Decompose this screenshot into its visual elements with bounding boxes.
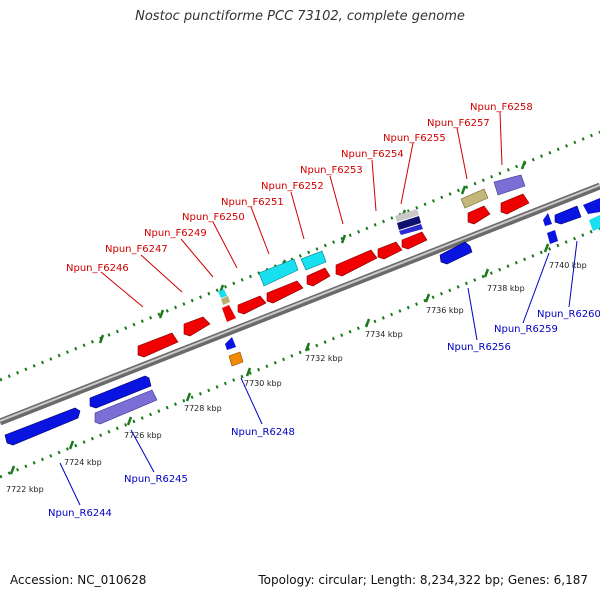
gene-arrow-F6253[interactable] [306, 267, 331, 287]
gene-label[interactable]: Npun_R6260 [537, 309, 600, 320]
tick-label: 7724 kbp [64, 458, 102, 467]
tick-label: 7736 kbp [426, 306, 464, 315]
reverse-gene-labels: Npun_R6244 Npun_R6245 Npun_R6248 Npun_R6… [48, 309, 600, 519]
tick-labels: 7722 kbp 7724 kbp 7726 kbp 7728 kbp 7730… [6, 261, 587, 494]
gene-label[interactable]: Npun_R6244 [48, 508, 112, 519]
accession-text: Accession: NC_010628 [10, 573, 147, 587]
gene-arrow-F6255b[interactable] [401, 231, 428, 250]
gene-arrow-F6246[interactable] [137, 332, 179, 358]
gene-label[interactable]: Npun_R6256 [447, 342, 511, 353]
gene-label[interactable]: Npun_F6250 [182, 212, 245, 223]
gene-box-F6257[interactable] [460, 188, 489, 209]
gene-label[interactable]: Npun_F6247 [105, 244, 168, 255]
gene-box-F6258[interactable] [493, 174, 526, 196]
gene-box-F6251[interactable] [258, 258, 299, 287]
gene-label[interactable]: Npun_F6255 [383, 133, 446, 144]
gene-arrow-R6245[interactable] [94, 389, 158, 425]
forward-gene-labels: Npun_F6246 Npun_F6247 Npun_F6249 Npun_F6… [66, 102, 533, 274]
gene-arrow-R6256[interactable] [439, 241, 473, 265]
gene-arrow-F6255[interactable] [377, 241, 403, 260]
gene-arrow-R6260[interactable] [554, 205, 582, 225]
gene-label[interactable]: Npun_F6257 [427, 118, 490, 129]
upper-dotted-track [0, 130, 600, 382]
forward-genes [137, 174, 530, 358]
gene-label[interactable]: Npun_F6258 [470, 102, 533, 113]
tick-label: 7726 kbp [124, 431, 162, 440]
gene-stack-F6255[interactable] [395, 209, 423, 235]
lower-dotted-track [0, 226, 600, 479]
gene-box-F6249[interactable] [221, 296, 230, 305]
gene-arrow-R6244b[interactable] [89, 375, 152, 409]
tick-label: 7738 kbp [487, 284, 525, 293]
genome-title: Nostoc punctiforme PCC 73102, complete g… [135, 9, 465, 24]
gene-arrow-R6259[interactable] [543, 213, 552, 226]
gene-label[interactable]: Npun_R6248 [231, 427, 295, 438]
tick-label: 7732 kbp [305, 354, 343, 363]
gene-label[interactable]: Npun_F6251 [221, 197, 284, 208]
gene-label[interactable]: Npun_F6246 [66, 263, 129, 274]
gene-label[interactable]: Npun_F6254 [341, 149, 404, 160]
gene-arrow-F6250[interactable] [222, 305, 236, 322]
gene-label[interactable]: Npun_F6249 [144, 228, 207, 239]
gene-label[interactable]: Npun_F6252 [261, 181, 324, 192]
tick-label: 7734 kbp [365, 330, 403, 339]
gene-arrow-F6254[interactable] [335, 249, 378, 277]
gene-arrow-R6244[interactable] [4, 407, 81, 446]
gene-arrow-F6257[interactable] [467, 205, 491, 225]
genome-info-text: Topology: circular; Length: 8,234,322 bp… [258, 573, 588, 587]
tick-label: 7728 kbp [184, 404, 222, 413]
tick-label: 7722 kbp [6, 485, 44, 494]
reverse-genes [4, 198, 600, 446]
gene-arrow-F6247[interactable] [183, 316, 211, 337]
tick-marks [9, 160, 550, 475]
gene-arrow-F6249[interactable] [218, 289, 227, 298]
forward-leader-lines [100, 111, 503, 308]
gene-box-R6259[interactable] [547, 230, 558, 244]
tick-label: 7730 kbp [244, 379, 282, 388]
gene-label[interactable]: Npun_F6253 [300, 165, 363, 176]
gene-box-cyan-edge[interactable] [589, 215, 600, 231]
gene-arrow-F6252[interactable] [266, 280, 304, 304]
gene-arrow-F6251[interactable] [237, 295, 267, 315]
gene-label[interactable]: Npun_R6245 [124, 474, 188, 485]
tick-label: 7740 kbp [549, 261, 587, 270]
gene-box-R6248[interactable] [228, 351, 244, 367]
gene-box-F6252[interactable] [300, 250, 327, 271]
gene-arrow-R6248[interactable] [225, 337, 236, 350]
gene-arrow-R6260b[interactable] [583, 198, 600, 214]
gene-label[interactable]: Npun_R6259 [494, 324, 558, 335]
genome-backbone [0, 182, 600, 426]
reverse-leader-lines [59, 240, 578, 506]
gene-arrow-F6258[interactable] [500, 193, 530, 215]
